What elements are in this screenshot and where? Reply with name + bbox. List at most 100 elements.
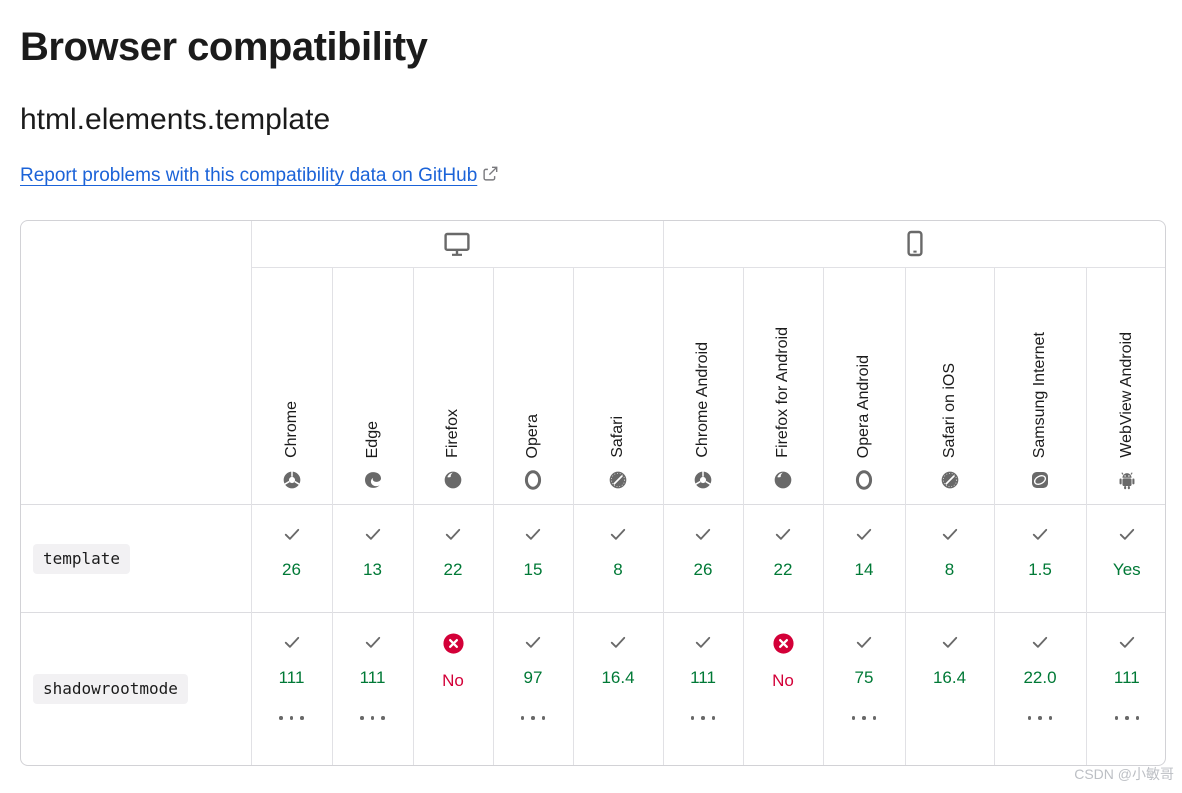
footnote-dots-icon	[520, 716, 546, 720]
opera-icon	[523, 470, 543, 490]
webview-android-icon	[1116, 470, 1138, 490]
firefox-icon	[443, 470, 463, 490]
footnote-dots-icon	[690, 716, 716, 720]
browser-header-chrome-android: Chrome Android	[662, 267, 744, 505]
browser-header-safari-on-ios: Safari on iOS	[904, 267, 995, 505]
safari-icon	[608, 470, 628, 490]
support-cell-template-opera[interactable]: 15	[492, 504, 573, 613]
check-icon	[608, 632, 628, 652]
support-cell-template-firefox-for-android[interactable]: 22	[742, 504, 824, 613]
report-link[interactable]: Report problems with this compatibility …	[20, 165, 498, 186]
browser-header-edge: Edge	[331, 267, 413, 505]
safari-icon	[940, 470, 960, 490]
browser-label: Chrome	[282, 401, 300, 458]
version-label: 22	[773, 560, 793, 579]
footnote-dots-icon	[1114, 716, 1140, 720]
browser-label: Chrome Android	[694, 342, 712, 458]
support-cell-template-firefox[interactable]: 22	[412, 504, 493, 613]
version-label: 111	[278, 668, 305, 687]
support-cell-template-samsung-internet[interactable]: 1.5	[993, 504, 1087, 613]
firefox-icon	[773, 470, 793, 490]
footnote-dots-icon	[360, 716, 385, 720]
version-label: 15	[523, 560, 543, 579]
browser-label: Edge	[363, 420, 381, 458]
version-label: 75	[854, 668, 874, 687]
check-icon	[282, 524, 302, 544]
opera-icon	[854, 470, 874, 490]
browser-label: Firefox	[444, 409, 461, 458]
version-label: 8	[944, 560, 955, 579]
version-label: Yes	[1112, 560, 1141, 579]
browser-label: Safari on iOS	[940, 362, 958, 458]
support-cell-template-chrome-android[interactable]: 26	[662, 504, 744, 613]
report-link-label: Report problems with this compatibility …	[20, 165, 478, 186]
watermark: CSDN @小敏哥	[1074, 766, 1174, 782]
chrome-icon	[282, 470, 302, 490]
browser-label: Firefox for Android	[774, 327, 792, 458]
check-icon	[523, 524, 543, 544]
check-icon	[1117, 524, 1137, 544]
support-cell-template-edge[interactable]: 13	[331, 504, 413, 613]
feature-code-chip: template	[33, 543, 131, 574]
footnote-dots-icon	[279, 716, 304, 720]
device-group-desktop	[250, 221, 664, 268]
footnote-dots-icon	[851, 716, 877, 720]
version-label: 14	[854, 560, 874, 579]
feature-name-shadowrootmode: shadowrootmode	[21, 612, 251, 765]
desktop-icon	[443, 231, 471, 257]
browser-header-chrome: Chrome	[250, 267, 332, 505]
version-label: 8	[613, 560, 623, 579]
browser-label: WebView Android	[1117, 332, 1135, 458]
support-cell-shadowrootmode-opera[interactable]: 97	[492, 612, 573, 765]
check-icon	[1030, 632, 1050, 652]
check-icon	[1030, 524, 1050, 544]
version-label: 111	[1113, 668, 1140, 687]
version-label: No	[442, 671, 464, 690]
browser-label: Opera	[524, 413, 541, 458]
browser-header-firefox: Firefox	[412, 267, 493, 505]
support-cell-shadowrootmode-edge[interactable]: 111	[331, 612, 413, 765]
version-label: 22.0	[1023, 668, 1057, 687]
support-cell-template-webview-android[interactable]: Yes	[1085, 504, 1165, 613]
support-cell-shadowrootmode-chrome-android[interactable]: 111	[662, 612, 744, 765]
check-icon	[282, 632, 302, 652]
support-cell-shadowrootmode-webview-android[interactable]: 111	[1085, 612, 1165, 765]
support-cell-template-safari[interactable]: 8	[572, 504, 664, 613]
version-label: 26	[282, 560, 301, 579]
check-icon	[854, 632, 874, 652]
browser-header-samsung-internet: Samsung Internet	[993, 267, 1087, 505]
version-label: 97	[523, 668, 543, 687]
browser-header-opera: Opera	[492, 267, 573, 505]
browser-header-opera-android: Opera Android	[822, 267, 906, 505]
support-cell-shadowrootmode-firefox[interactable]: No	[412, 612, 493, 765]
chrome-icon	[693, 470, 713, 490]
check-icon	[940, 632, 960, 652]
support-cell-shadowrootmode-safari-on-ios[interactable]: 16.4	[904, 612, 995, 765]
version-label: 111	[359, 668, 386, 687]
cross-icon	[772, 632, 795, 655]
footnote-dots-icon	[1027, 716, 1053, 720]
support-cell-template-opera-android[interactable]: 14	[822, 504, 906, 613]
support-cell-shadowrootmode-firefox-for-android[interactable]: No	[742, 612, 824, 765]
version-label: 16.4	[601, 668, 635, 687]
version-label: 22	[443, 560, 463, 579]
mobile-icon	[905, 230, 925, 258]
support-cell-shadowrootmode-safari[interactable]: 16.4	[572, 612, 664, 765]
report-problems-row: Report problems with this compatibility …	[20, 165, 1166, 187]
support-cell-template-chrome[interactable]: 26	[250, 504, 332, 613]
support-cell-shadowrootmode-chrome[interactable]: 111	[250, 612, 332, 765]
check-icon	[940, 524, 960, 544]
cross-icon	[442, 632, 465, 655]
check-icon	[363, 632, 383, 652]
version-label: 16.4	[932, 668, 967, 687]
browser-compatibility-section: Browser compatibility html.elements.temp…	[20, 25, 1166, 766]
browser-label: Opera Android	[855, 354, 873, 458]
browser-label: Safari	[609, 416, 626, 458]
support-cell-shadowrootmode-opera-android[interactable]: 75	[822, 612, 906, 765]
browser-header-webview-android: WebView Android	[1085, 267, 1165, 505]
support-cell-shadowrootmode-samsung-internet[interactable]: 22.0	[993, 612, 1087, 765]
version-label: 111	[690, 668, 716, 687]
support-cell-template-safari-on-ios[interactable]: 8	[904, 504, 995, 613]
check-icon	[608, 524, 628, 544]
check-icon	[693, 524, 713, 544]
